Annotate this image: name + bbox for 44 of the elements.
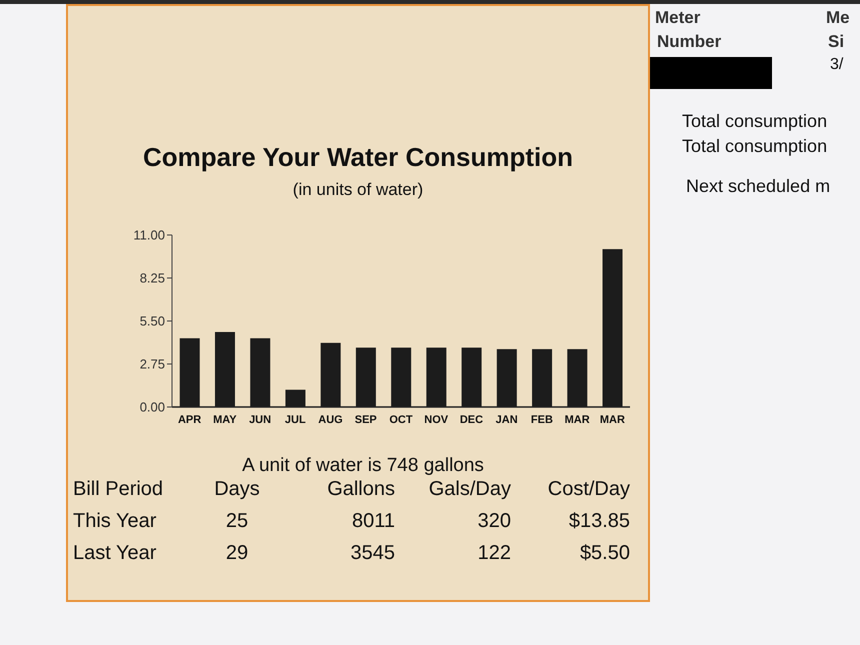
text: Number (657, 32, 722, 52)
text: 3/ (830, 56, 844, 74)
text: A unit of water is 748 gallons (241, 455, 485, 477)
text: Me (826, 8, 850, 28)
text: Meter (655, 8, 700, 28)
text: Total consumption (682, 136, 828, 157)
y-tick-label: 8.25 (140, 270, 165, 286)
x-tick-label: APR (178, 414, 202, 426)
text: Si (828, 32, 844, 52)
text: Bill Period (73, 478, 164, 501)
text: 8011 (350, 510, 395, 533)
text: Total consumption (682, 111, 828, 132)
text: Cost/Day (546, 478, 630, 501)
x-tick-label: JAN (496, 414, 518, 426)
x-tick-label: FEB (530, 414, 553, 426)
text: 29 (224, 542, 250, 565)
chart-title: Compare Your Water Consumption (142, 142, 574, 173)
text: $13.85 (568, 510, 630, 533)
x-tick-label: OCT (389, 414, 413, 426)
y-tick-label: 11.00 (133, 228, 165, 243)
text: $5.50 (578, 542, 630, 565)
y-tick-label: 2.75 (140, 356, 165, 372)
x-tick-label: SEP (354, 414, 377, 426)
text: Days (213, 478, 261, 501)
x-tick-label: JUL (284, 414, 306, 426)
text: Last Year (73, 542, 158, 565)
y-tick-label: 5.50 (140, 314, 165, 329)
text: 3545 (350, 542, 395, 565)
x-tick-label: MAR (564, 414, 590, 426)
x-tick-label: AUG (318, 414, 343, 426)
text: Next scheduled m (686, 176, 830, 197)
text: Gals/Day (428, 478, 511, 501)
x-tick-label: NOV (424, 414, 449, 426)
text: 320 (476, 510, 511, 533)
x-tick-label: JUN (249, 414, 272, 426)
x-tick-label: DEC (460, 414, 484, 426)
text: 122 (476, 542, 511, 565)
chart-subtitle: (in units of water) (292, 180, 424, 200)
text: 25 (224, 510, 250, 533)
x-tick-label: MAY (213, 414, 238, 426)
y-tick-label: 0.00 (140, 400, 165, 415)
text: This Year (73, 510, 158, 533)
text: Gallons (326, 478, 395, 501)
x-tick-label: MAR (600, 414, 625, 426)
